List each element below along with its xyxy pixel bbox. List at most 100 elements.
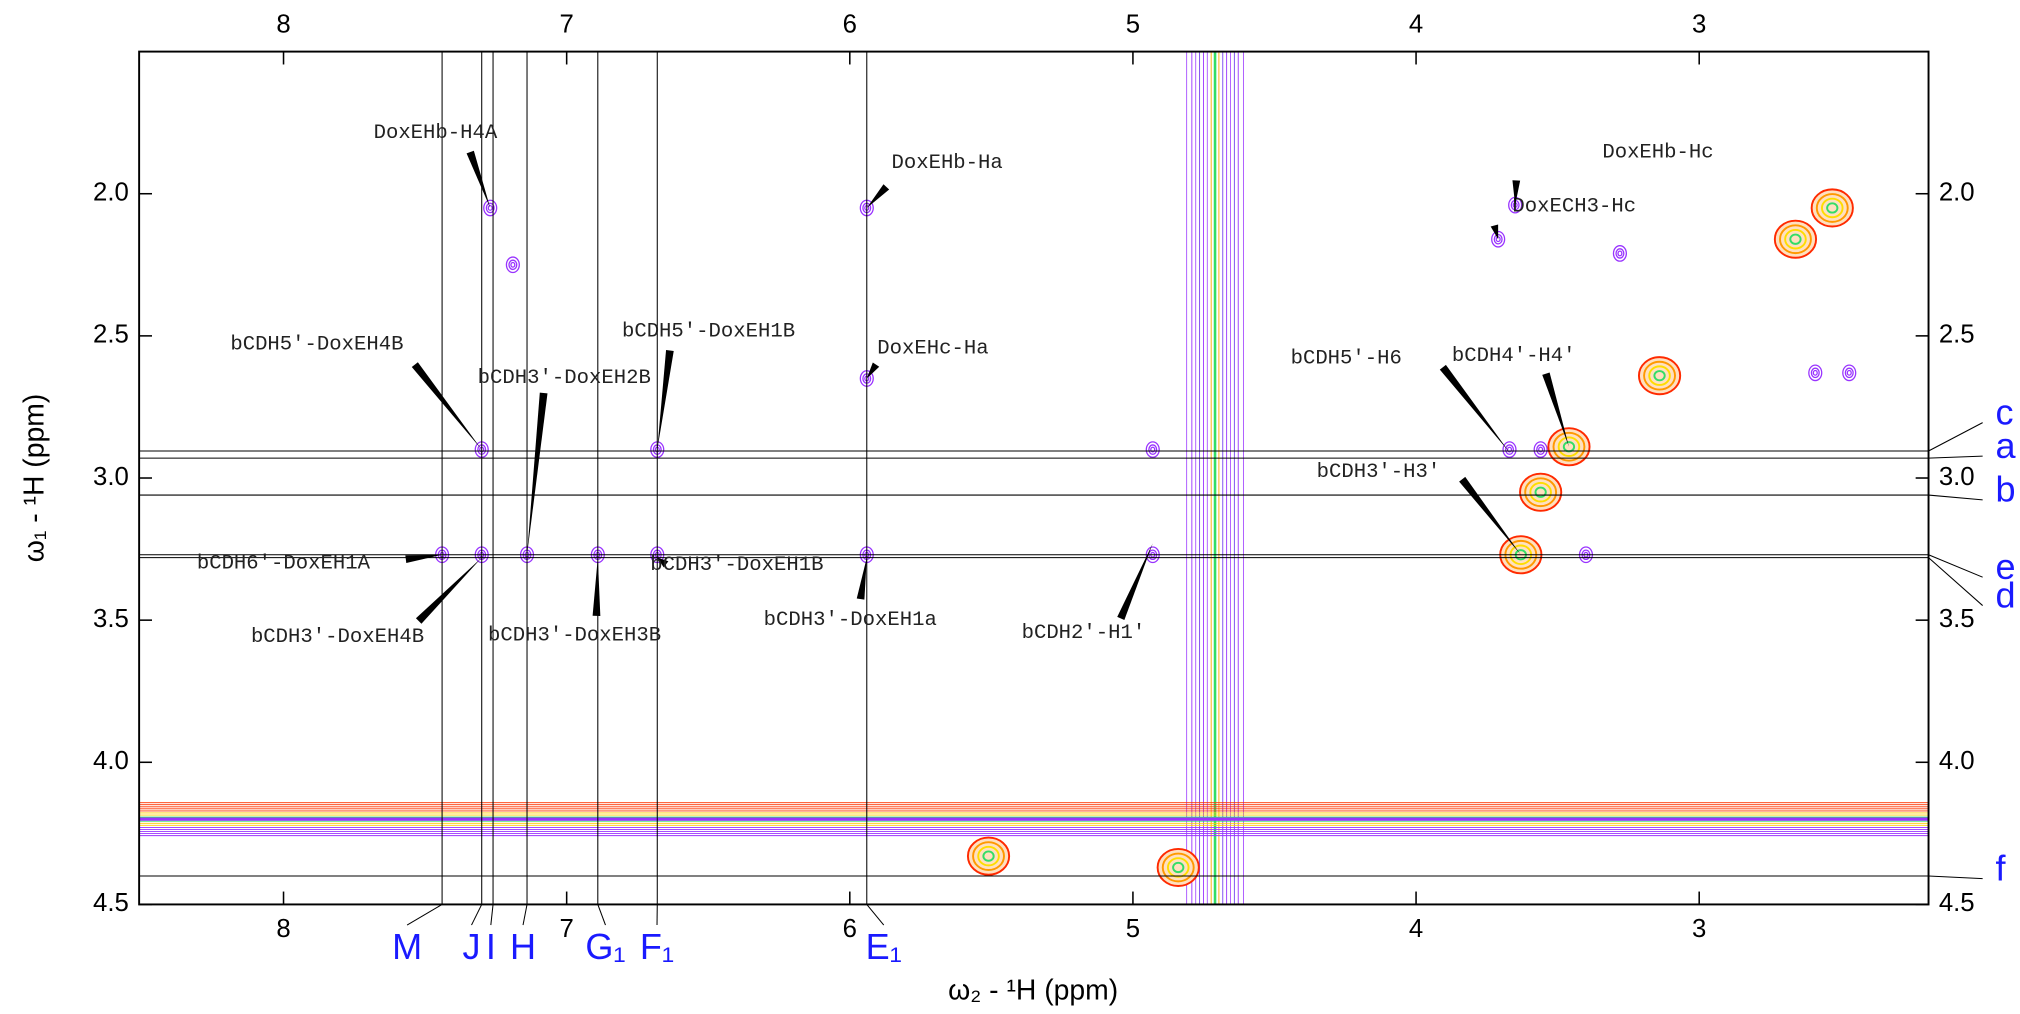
annotation: bCDH6′-DoxEH1A [197,552,371,575]
marker-label: J [462,926,480,967]
diagonal-peak [1637,356,1682,396]
marker-leader [866,904,885,926]
peak-contour [510,261,516,268]
annotation-arrow [1439,364,1510,453]
marker-leader [1928,494,1983,501]
peak-contour [1145,441,1160,458]
cross-peak [1612,245,1628,262]
peak-contour [1536,444,1546,455]
marker-leader [597,904,606,926]
annotation-arrow [657,349,674,450]
peak-contour [1812,369,1818,376]
plot-frame [138,50,1930,906]
y-tick-label: 4.5 [1939,889,1975,917]
marker-label: H [510,926,536,967]
marker-label: e [1996,546,2016,587]
peak-contour [1826,202,1839,214]
annotation-arrow [405,554,443,564]
peak-contour [972,841,1005,871]
x-axis-label: ω₂ - ¹H (ppm) [948,975,1118,1007]
diagonal-peak [1810,188,1854,228]
peak-contour [1161,852,1195,883]
peak-contour [1148,444,1158,455]
peak-contour [1653,370,1666,382]
marker-label: M [392,926,422,967]
annotation: DoxEHb-Ha [891,152,1002,175]
peak-contour [1172,861,1185,874]
peak-contour [1557,436,1581,457]
annotation: bCDH3′-H3′ [1317,461,1441,484]
y-tick-label: 3.5 [93,605,129,633]
cross-peak [505,256,520,274]
peak-contour [1533,441,1548,458]
cross-peak [1808,364,1823,382]
peak-contour [1493,233,1503,245]
annotation: bCDH3′-DoxEH4B [251,626,424,649]
peak-contour [1643,360,1676,391]
marker-label: G₁ [585,926,625,967]
diagonal-peak [966,836,1011,876]
y-tick-label: 2.0 [93,179,129,207]
marker-leader [522,904,528,926]
marker-leader [1928,455,1983,459]
peak-contour [1524,477,1558,508]
cross-peak [483,199,498,217]
annotation: bCDH5′-DoxEH1B [622,321,795,344]
annotation-arrow [466,150,491,208]
x-tick-label: 7 [559,915,573,943]
annotation-arrow [527,392,548,555]
annotation: DoxEHb-Hc [1602,142,1713,165]
y-tick-label: 2.0 [1939,179,1975,207]
annotation-arrow [592,557,601,616]
peak-contour [1166,857,1190,878]
cross-peak [1533,441,1548,458]
annotation-arrow [1542,372,1569,447]
marker-label: I [486,926,496,967]
peak-contour [1538,446,1544,453]
peak-contour [1495,236,1501,243]
annotation: bCDH3'-DoxEH1a [764,609,937,632]
peak-contour [1529,481,1552,503]
annotation-arrow [411,362,482,450]
annotation: bCDH3′-DoxEH2B [478,367,651,390]
peak-contour [1615,248,1625,259]
peak-contour [485,202,495,214]
peak-contour [1648,365,1671,386]
y-tick-label: 2.5 [1939,321,1975,349]
annotation-arrow [866,362,880,379]
x-tick-label: 8 [276,11,290,39]
annotation: DoxEHb-H4A [374,122,498,145]
peak-contour [977,845,1000,867]
peak-contour [1491,230,1506,248]
marker-leader [406,903,443,926]
peak-contour [1820,197,1844,219]
peak-contour [1815,193,1849,223]
y-tick-label: 3.5 [1939,605,1975,633]
marker-leader [1928,557,1983,606]
peak-contour [505,256,520,274]
annotation-arrow [1512,180,1521,206]
marker-label: d [1996,574,2016,615]
diagonal-peak [1773,219,1818,259]
annotation: DoxECH3-Hc [1512,196,1636,219]
marker-label: f [1996,847,2007,888]
y-tick-label: 4.0 [1939,747,1975,775]
peak-contour [1808,364,1823,382]
x-tick-label: 7 [559,11,573,39]
marker-leader [1928,875,1983,880]
marker-leader [1928,554,1983,578]
peak-contour [1789,233,1802,245]
ridge-band [1186,51,1244,905]
marker-label: c [1996,391,2014,432]
peak-contour [1506,446,1513,453]
x-tick-label: 8 [276,915,290,943]
peak-contour [1846,369,1852,376]
peak-contour [1810,367,1820,379]
annotation: bCDH3′-DoxEH1B [650,554,823,577]
x-tick-label: 4 [1409,11,1423,39]
peak-contour [483,199,498,217]
annotation: DoxEHc-Ha [877,337,988,360]
marker-leader [471,904,483,926]
x-tick-label: 6 [843,915,857,943]
